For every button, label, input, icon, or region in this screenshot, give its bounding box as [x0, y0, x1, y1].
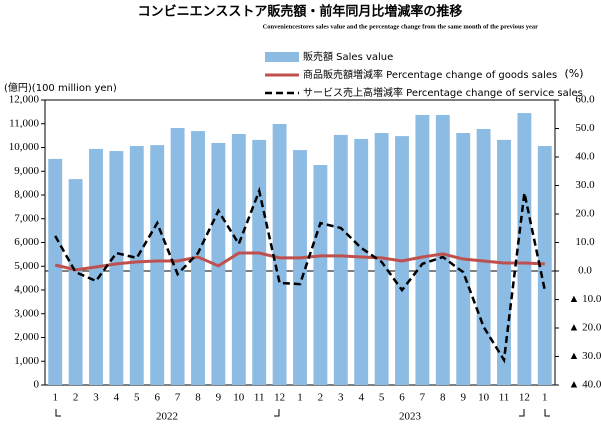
y-tick-label: 8,000: [14, 189, 39, 201]
y2-tick-label: 0.0: [578, 265, 592, 277]
y-tick-label: 9,000: [14, 165, 39, 177]
y-tick-label: 11,000: [9, 117, 39, 129]
y2-tick-label: 60.0: [575, 94, 595, 106]
y2-tick-label: 20.0: [575, 208, 595, 220]
bracket: [544, 409, 550, 417]
y-tick-label: 0: [34, 379, 40, 391]
x-tick-label: 3: [93, 392, 99, 404]
dashed-line: [54, 186, 547, 364]
x-tick-label: 1: [542, 392, 548, 404]
x-tick-label: 5: [134, 392, 140, 404]
bar: [68, 179, 83, 385]
bracket: [519, 409, 525, 417]
x-tick-label: 7: [175, 392, 181, 404]
x-tick-label: 12: [274, 392, 285, 404]
y2-tick-label: ▲ 40.0: [569, 379, 601, 391]
x-tick-label: 10: [478, 392, 490, 404]
bar: [435, 114, 450, 386]
bar: [48, 158, 63, 385]
y-tick-label: 2,000: [14, 331, 39, 343]
x-tick-label: 5: [379, 392, 385, 404]
y2-axis-label: (%): [564, 67, 583, 80]
legend-label: サービス売上高増減率 Percentage change of service …: [303, 86, 583, 99]
y-tick-label: 12,000: [9, 94, 40, 106]
bar: [517, 113, 532, 385]
x-tick-label: 4: [358, 392, 364, 404]
x-tick-label: 6: [154, 392, 160, 404]
x-tick-label: 8: [195, 392, 201, 404]
x-tick-label: 11: [254, 392, 265, 404]
bar: [313, 165, 328, 385]
x-tick-label: 1: [297, 392, 303, 404]
bracket: [274, 409, 280, 417]
bar: [129, 146, 144, 385]
x-tick-label: 4: [114, 392, 120, 404]
y2-tick-label: 30.0: [575, 179, 595, 191]
x-tick-label: 12: [519, 392, 530, 404]
y-tick-label: 5,000: [14, 260, 39, 272]
bar: [354, 138, 369, 385]
bar: [476, 128, 491, 385]
y-tick-label: 7,000: [14, 212, 39, 224]
y-tick-label: 1,000: [14, 355, 39, 367]
bar: [537, 146, 552, 385]
y2-tick-label: 50.0: [575, 122, 595, 134]
y2-tick-label: ▲ 10.0: [569, 293, 601, 305]
bar: [333, 134, 348, 385]
bar: [415, 114, 430, 386]
x-tick-label: 2: [73, 392, 79, 404]
chart-title: コンビニエンスストア販売額・前年同月比増減率の推移: [138, 4, 463, 20]
bar: [109, 151, 124, 385]
y-tick-label: 6,000: [14, 236, 39, 248]
x-tick-label: 6: [399, 392, 405, 404]
x-tick-label: 9: [460, 392, 466, 404]
bar: [231, 133, 246, 385]
x-tick-label: 7: [420, 392, 426, 404]
bar: [272, 123, 287, 386]
x-tick-label: 2: [318, 392, 324, 404]
year-label: 2023: [399, 411, 422, 423]
legend-label: 商品販売額増減率 Percentage change of goods sale…: [303, 68, 557, 81]
y2-tick-label: 40.0: [575, 151, 595, 163]
legend-label: 販売額 Sales value: [303, 50, 393, 63]
year-label: 2022: [156, 411, 178, 423]
y-axis-label: (億円)(100 million yen): [4, 81, 117, 94]
year-brackets: [55, 409, 550, 417]
y-tick-label: 10,000: [9, 141, 40, 153]
bar: [150, 145, 165, 385]
bracket: [55, 409, 61, 417]
y2-tick-label: 10.0: [575, 236, 595, 248]
bar: [252, 139, 267, 385]
x-tick-label: 1: [52, 392, 58, 404]
x-tick-label: 9: [216, 392, 222, 404]
y2-tick-label: ▲ 30.0: [569, 350, 601, 362]
chart-subtitle: Conveniencestores sales value and the pe…: [263, 23, 538, 30]
x-tick-label: 10: [233, 392, 245, 404]
x-tick-label: 8: [440, 392, 446, 404]
bar: [170, 128, 185, 385]
y2-tick-label: ▲ 20.0: [569, 322, 601, 334]
y-tick-label: 3,000: [14, 307, 39, 319]
y-tick-label: 4,000: [14, 284, 39, 296]
legend-swatch: [265, 52, 299, 62]
x-tick-label: 11: [499, 392, 510, 404]
line: [54, 251, 545, 272]
x-tick-label: 3: [338, 392, 344, 404]
bar: [293, 150, 307, 385]
bar: [211, 142, 226, 385]
